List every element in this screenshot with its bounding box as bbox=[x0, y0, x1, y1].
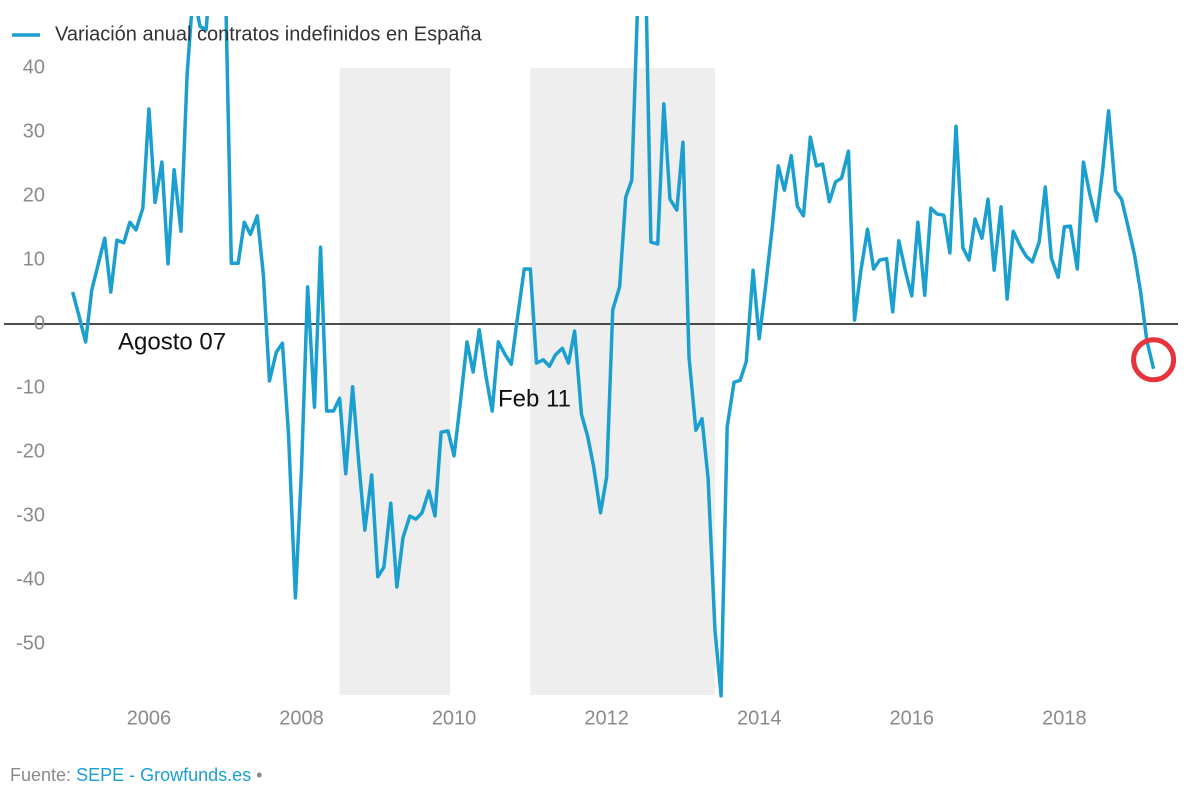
shaded-region bbox=[339, 68, 451, 696]
x-tick-label: 2006 bbox=[127, 707, 172, 729]
x-tick-label: 2010 bbox=[432, 707, 477, 729]
background-layer bbox=[4, 68, 1178, 696]
y-tick-label: -20 bbox=[16, 440, 45, 462]
x-tick-label: 2012 bbox=[584, 707, 629, 729]
annotation: Feb 11 bbox=[498, 385, 571, 412]
y-tick-label: -50 bbox=[16, 632, 45, 654]
source-line: Fuente: SEPE - Growfunds.es • bbox=[10, 765, 262, 785]
y-tick-label: 10 bbox=[23, 248, 45, 270]
source-separator: • bbox=[256, 765, 262, 785]
source-name[interactable]: SEPE - Growfunds.es bbox=[76, 765, 251, 785]
y-tick-label: 40 bbox=[23, 56, 45, 78]
x-tick-label: 2016 bbox=[890, 707, 935, 729]
x-tick-label: 2018 bbox=[1042, 707, 1087, 729]
highlight-circle bbox=[1131, 337, 1177, 383]
label-layer: -50 -40 -30 -20 -10 0 10 20 30 40 2006 2008 2010 2012… bbox=[12, 23, 1177, 729]
legend-label: Variación anual contratos indefinidos en… bbox=[55, 23, 482, 45]
data-line bbox=[70, 16, 1156, 698]
plot-area bbox=[70, 16, 1156, 698]
shaded-region bbox=[530, 68, 715, 696]
y-tick-label: 20 bbox=[23, 184, 45, 206]
y-tick-label: -40 bbox=[16, 568, 45, 590]
annotation: Agosto 07 bbox=[118, 328, 226, 355]
y-tick-label: 0 bbox=[34, 312, 45, 334]
y-tick-label: -30 bbox=[16, 504, 45, 526]
x-tick-label: 2008 bbox=[279, 707, 324, 729]
y-tick-label: -10 bbox=[16, 376, 45, 398]
y-tick-label: 30 bbox=[23, 120, 45, 142]
source-label: Fuente: bbox=[10, 765, 71, 785]
x-tick-label: 2014 bbox=[737, 707, 782, 729]
